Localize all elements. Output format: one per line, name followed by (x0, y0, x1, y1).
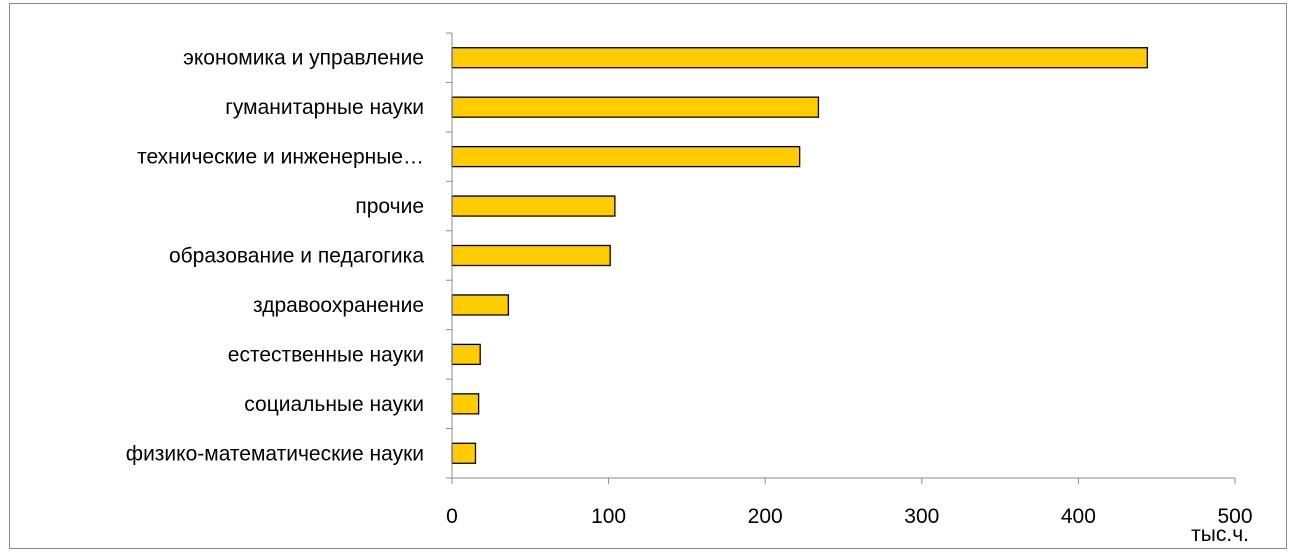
category-labels: экономика и управление гуманитарные науки… (126, 47, 425, 466)
bar (451, 145, 801, 168)
category-label: гуманитарные науки (225, 96, 424, 119)
bar (451, 442, 477, 464)
x-tick-label: 300 (904, 505, 939, 528)
bar (451, 244, 611, 267)
bar (451, 47, 1148, 69)
category-label: прочие (355, 195, 424, 218)
bar (451, 96, 820, 118)
x-axis-unit-label: тыс.ч. (1191, 523, 1249, 546)
bars-layer (451, 47, 1148, 464)
x-tick-label: 500 (1217, 505, 1252, 528)
category-label: образование и педагогика (169, 245, 424, 268)
ticks-layer: 0 100 200 300 400 500 (446, 32, 1253, 528)
x-tick-label: 200 (748, 505, 783, 528)
chart-frame (9, 3, 1287, 549)
x-tick-label: 100 (591, 505, 626, 528)
x-tick-label: 0 (446, 505, 458, 528)
category-label: естественные науки (228, 343, 424, 366)
bar (451, 195, 616, 217)
bar (451, 343, 481, 366)
category-label: технические и инженерные… (137, 146, 424, 169)
bar (451, 294, 510, 316)
category-label: экономика и управление (183, 47, 424, 70)
bar (451, 393, 480, 415)
category-label: физико-математические науки (126, 442, 424, 465)
category-label: здравоохранение (253, 294, 424, 317)
x-tick-label: 400 (1061, 505, 1096, 528)
category-label: социальные науки (244, 393, 424, 416)
